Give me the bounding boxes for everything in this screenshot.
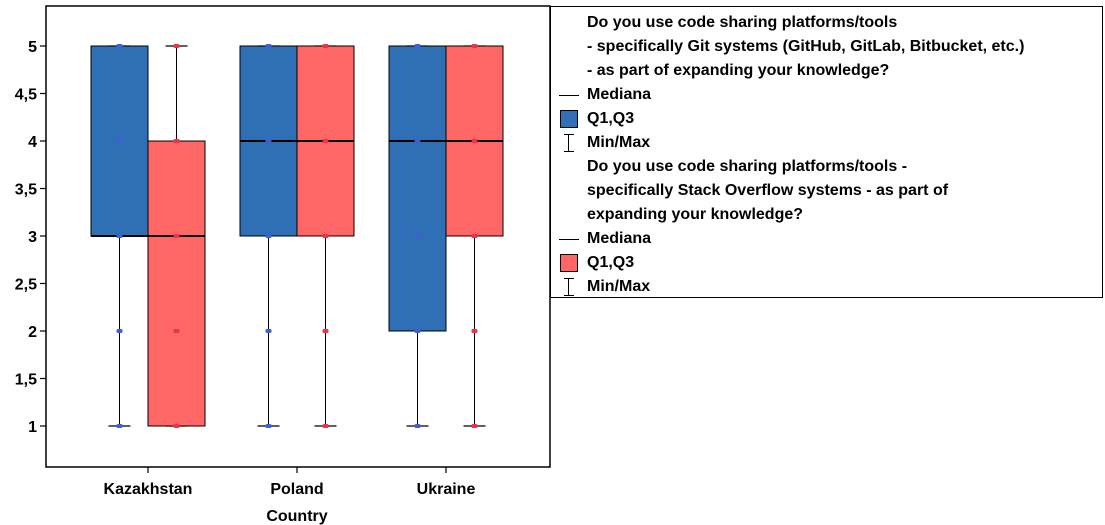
data-point xyxy=(116,44,123,48)
data-point xyxy=(414,234,421,238)
data-point xyxy=(322,329,329,333)
legend-label: Mediana xyxy=(587,86,652,103)
legend-label: Q1,Q3 xyxy=(587,254,635,271)
data-point xyxy=(322,234,329,238)
data-point xyxy=(414,424,421,428)
legend: Do you use code sharing platforms/tools … xyxy=(550,6,1103,298)
y-tick-label: 2,5 xyxy=(15,277,37,294)
data-point xyxy=(265,44,272,48)
median-line-icon xyxy=(557,85,581,105)
box-git-poland xyxy=(239,44,298,428)
iqr-box xyxy=(147,140,206,427)
legend-label: Min/Max xyxy=(587,278,651,295)
box-stackoverflow-ukraine xyxy=(445,44,504,428)
box-stackoverflow-kazakhstan xyxy=(147,44,206,428)
legend-label: Min/Max xyxy=(587,134,651,151)
x-tick-label: Kazakhstan xyxy=(104,481,193,498)
legend-title-line: Do you use code sharing platforms/tools … xyxy=(587,158,908,175)
median-line-icon xyxy=(557,229,581,249)
data-point xyxy=(322,424,329,428)
y-axis: 1 1,5 2 2,5 3 3,5 4 4,5 5 xyxy=(15,39,46,436)
minmax-icon xyxy=(557,277,581,297)
y-tick-label: 5 xyxy=(28,39,37,56)
legend-group-stackoverflow: Do you use code sharing platforms/tools … xyxy=(557,155,1096,299)
box-git-kazakhstan xyxy=(90,44,149,428)
data-point xyxy=(471,329,478,333)
blue-box-icon xyxy=(557,109,581,129)
data-point xyxy=(265,234,272,238)
data-point xyxy=(471,234,478,238)
legend-item-median: Mediana xyxy=(557,83,1096,107)
legend-item-median: Mediana xyxy=(557,227,1096,251)
y-tick-label: 1 xyxy=(28,419,37,436)
legend-label: Mediana xyxy=(587,230,652,247)
red-box-icon xyxy=(557,253,581,273)
x-axis-title: Country xyxy=(266,508,327,525)
data-point xyxy=(322,44,329,48)
data-point xyxy=(173,234,180,238)
y-tick-label: 3,5 xyxy=(15,182,37,199)
legend-label: Q1,Q3 xyxy=(587,110,635,127)
data-point xyxy=(414,44,421,48)
data-point xyxy=(265,139,272,143)
x-tick-label: Ukraine xyxy=(417,481,476,498)
data-point xyxy=(116,424,123,428)
box-git-ukraine xyxy=(388,44,447,428)
legend-item-minmax: Min/Max xyxy=(557,275,1096,299)
data-point xyxy=(173,139,180,143)
legend-title-line: expanding your knowledge? xyxy=(587,206,804,223)
data-point xyxy=(116,139,123,143)
data-point xyxy=(173,424,180,428)
data-point xyxy=(471,139,478,143)
data-point xyxy=(414,139,421,143)
x-tick-label: Poland xyxy=(270,481,323,498)
y-tick-label: 4 xyxy=(28,134,37,151)
legend-item-quartiles: Q1,Q3 xyxy=(557,107,1096,131)
legend-title-line: Do you use code sharing platforms/tools xyxy=(587,14,898,31)
y-tick-label: 3 xyxy=(28,229,37,246)
data-point xyxy=(414,329,421,333)
data-point xyxy=(265,424,272,428)
data-point xyxy=(471,44,478,48)
data-point xyxy=(116,234,123,238)
y-tick-label: 4,5 xyxy=(15,87,37,104)
data-point xyxy=(265,329,272,333)
data-point xyxy=(471,424,478,428)
box-stackoverflow-poland xyxy=(296,44,355,428)
data-point xyxy=(173,44,180,48)
iqr-box xyxy=(388,45,447,332)
data-point xyxy=(116,329,123,333)
legend-group-git: Do you use code sharing platforms/tools … xyxy=(557,11,1096,155)
x-axis: Kazakhstan Poland Ukraine xyxy=(104,467,476,498)
y-tick-label: 2 xyxy=(28,324,37,341)
legend-title-line: - as part of expanding your knowledge? xyxy=(587,62,890,79)
minmax-icon xyxy=(557,133,581,153)
legend-title-line: - specifically Git systems (GitHub, GitL… xyxy=(587,38,1025,55)
box-series xyxy=(90,44,504,428)
data-point xyxy=(173,329,180,333)
legend-item-quartiles: Q1,Q3 xyxy=(557,251,1096,275)
legend-item-minmax: Min/Max xyxy=(557,131,1096,155)
data-point xyxy=(322,139,329,143)
legend-title-line: specifically Stack Overflow systems - as… xyxy=(587,182,949,199)
y-tick-label: 1,5 xyxy=(15,372,37,389)
